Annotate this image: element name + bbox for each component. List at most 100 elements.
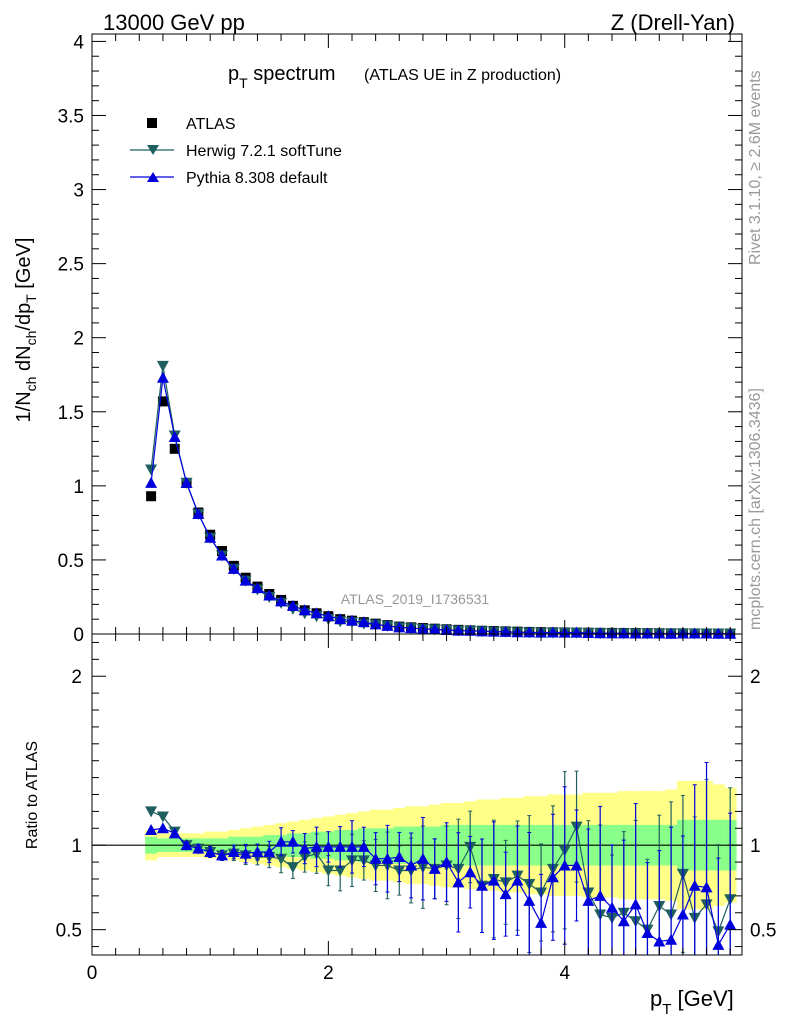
ratio-axes: 0.5 0.5 1 1 2 2 0 2 4 [56,633,776,984]
ratio-point-herwig [156,811,169,823]
ratio-data-marks [145,762,737,956]
ratio-point-pythia [641,927,654,939]
legend-herwig-label: Herwig 7.2.1 softTune [186,143,342,160]
main-point-pythia [712,627,725,639]
ratio-point-pythia [381,852,394,864]
main-point-pythia [665,627,678,639]
ratio-point-pythia [227,845,240,857]
main-point-pythia [334,613,347,625]
main-y-tick-label: 2.5 [58,255,84,276]
ratio-point-pythia [145,823,158,835]
ratio-point-herwig [275,853,288,865]
ratio-point-pythia [357,840,370,852]
main-y-tick-label: 4 [73,32,84,53]
ratio-point-pythia [310,840,323,852]
main-point-atlas [169,443,180,454]
main-point-pythia [145,476,158,488]
ratio-point-pythia [523,894,536,906]
x-axis-label-sub: T [662,1001,671,1018]
main-point-pythia [594,627,607,639]
ratio-point-pythia [629,898,642,910]
ratio-point-pythia [180,839,193,851]
main-point-pythia [180,476,193,488]
main-point-pythia [298,604,311,616]
chart-title: pT spectrum [228,63,336,91]
main-point-pythia [192,508,205,519]
main-point-atlas [157,396,168,407]
legend-pythia-label: Pythia 8.308 default [186,170,328,187]
main-point-pythia [617,627,630,639]
main-point-herwig [145,464,158,476]
ratio-point-pythia [346,840,358,852]
main-point-pythia [204,531,217,543]
ratio-point-pythia [192,842,205,854]
chart-title-paren: (ATLAS UE in Z production) [364,67,561,84]
main-point-pythia [310,607,323,619]
main-point-pythia [369,618,382,630]
ratio-y-tick-label-right: 0.5 [750,921,776,942]
x-tick-label: 2 [323,963,334,984]
main-point-pythia [156,371,169,383]
main-point-pythia [688,627,701,639]
ratio-point-pythia [440,856,453,868]
ratio-point-pythia [322,840,335,852]
ratio-point-pythia [724,918,737,930]
main-y-label: 1/Nch dNch/dpT [GeV] [13,238,39,423]
main-point-pythia [275,595,288,607]
ratio-point-pythia [676,908,689,920]
legend-atlas-marker [147,118,157,128]
main-y-tick-label: 1 [73,477,84,498]
main-y-tick-label: 1.5 [58,403,84,424]
ratio-point-pythia [204,845,217,857]
main-axes: 0 0.5 1 1.5 2 2.5 3 3.5 4 [58,32,743,646]
ratio-point-pythia [712,938,725,950]
main-y-tick-label: 3.5 [58,106,84,127]
mcplots-label: mcplots.cern.ch [arXiv:1306.3436] [747,388,764,630]
x-tick-label: 4 [559,963,570,984]
ratio-point-pythia [239,847,252,859]
ratio-point-herwig [334,865,347,877]
main-y-tick-label: 3 [73,181,84,202]
main-point-pythia [227,562,240,574]
ratio-point-pythia [298,842,311,854]
ratio-point-herwig [145,806,158,818]
main-y-tick-label: 2 [73,329,84,350]
ratio-point-pythia [393,851,406,863]
ratio-point-herwig [322,865,335,877]
ratio-point-herwig [286,862,299,874]
main-point-pythia [168,430,181,442]
x-tick-label: 0 [87,963,98,984]
ratio-point-pythia [499,888,512,900]
main-point-pythia [286,599,299,611]
ratio-point-pythia [582,894,595,906]
main-y-tick-label: 0 [73,625,84,646]
x-axis-label: pT [GeV] [650,986,734,1018]
legend-pythia-marker [130,172,174,182]
ratio-point-pythia [464,866,477,878]
ratio-point-pythia [535,916,548,928]
main-point-pythia [381,619,394,631]
ratio-y-label: Ratio to ATLAS [24,741,41,849]
main-point-pythia [393,621,406,633]
watermark-label: ATLAS_2019_I1736531 [341,591,490,607]
legend-herwig-marker [130,145,174,155]
main-point-atlas [146,491,157,502]
ratio-y-tick-label: 0.5 [56,921,82,942]
ratio-point-pythia [263,845,276,857]
ratio-point-pythia [369,852,382,864]
ratio-point-pythia [570,859,583,871]
ratio-panel: 0.5 0.5 1 1 2 2 0 2 4 Ratio to ATLAS pT [GeV] [24,633,776,1018]
ratio-point-pythia [688,879,701,891]
ratio-point-pythia [286,835,299,847]
x-axis-label-p: p [650,986,662,1011]
main-point-pythia [251,582,264,594]
ratio-point-pythia [558,859,571,871]
ratio-point-pythia [665,933,678,945]
process-label: Z (Drell-Yan) [611,10,735,35]
main-point-pythia [263,589,276,601]
ratio-point-pythia [476,879,488,891]
ratio-point-pythia [156,822,169,834]
ratio-point-pythia [428,862,441,874]
ratio-point-pythia [594,889,607,901]
